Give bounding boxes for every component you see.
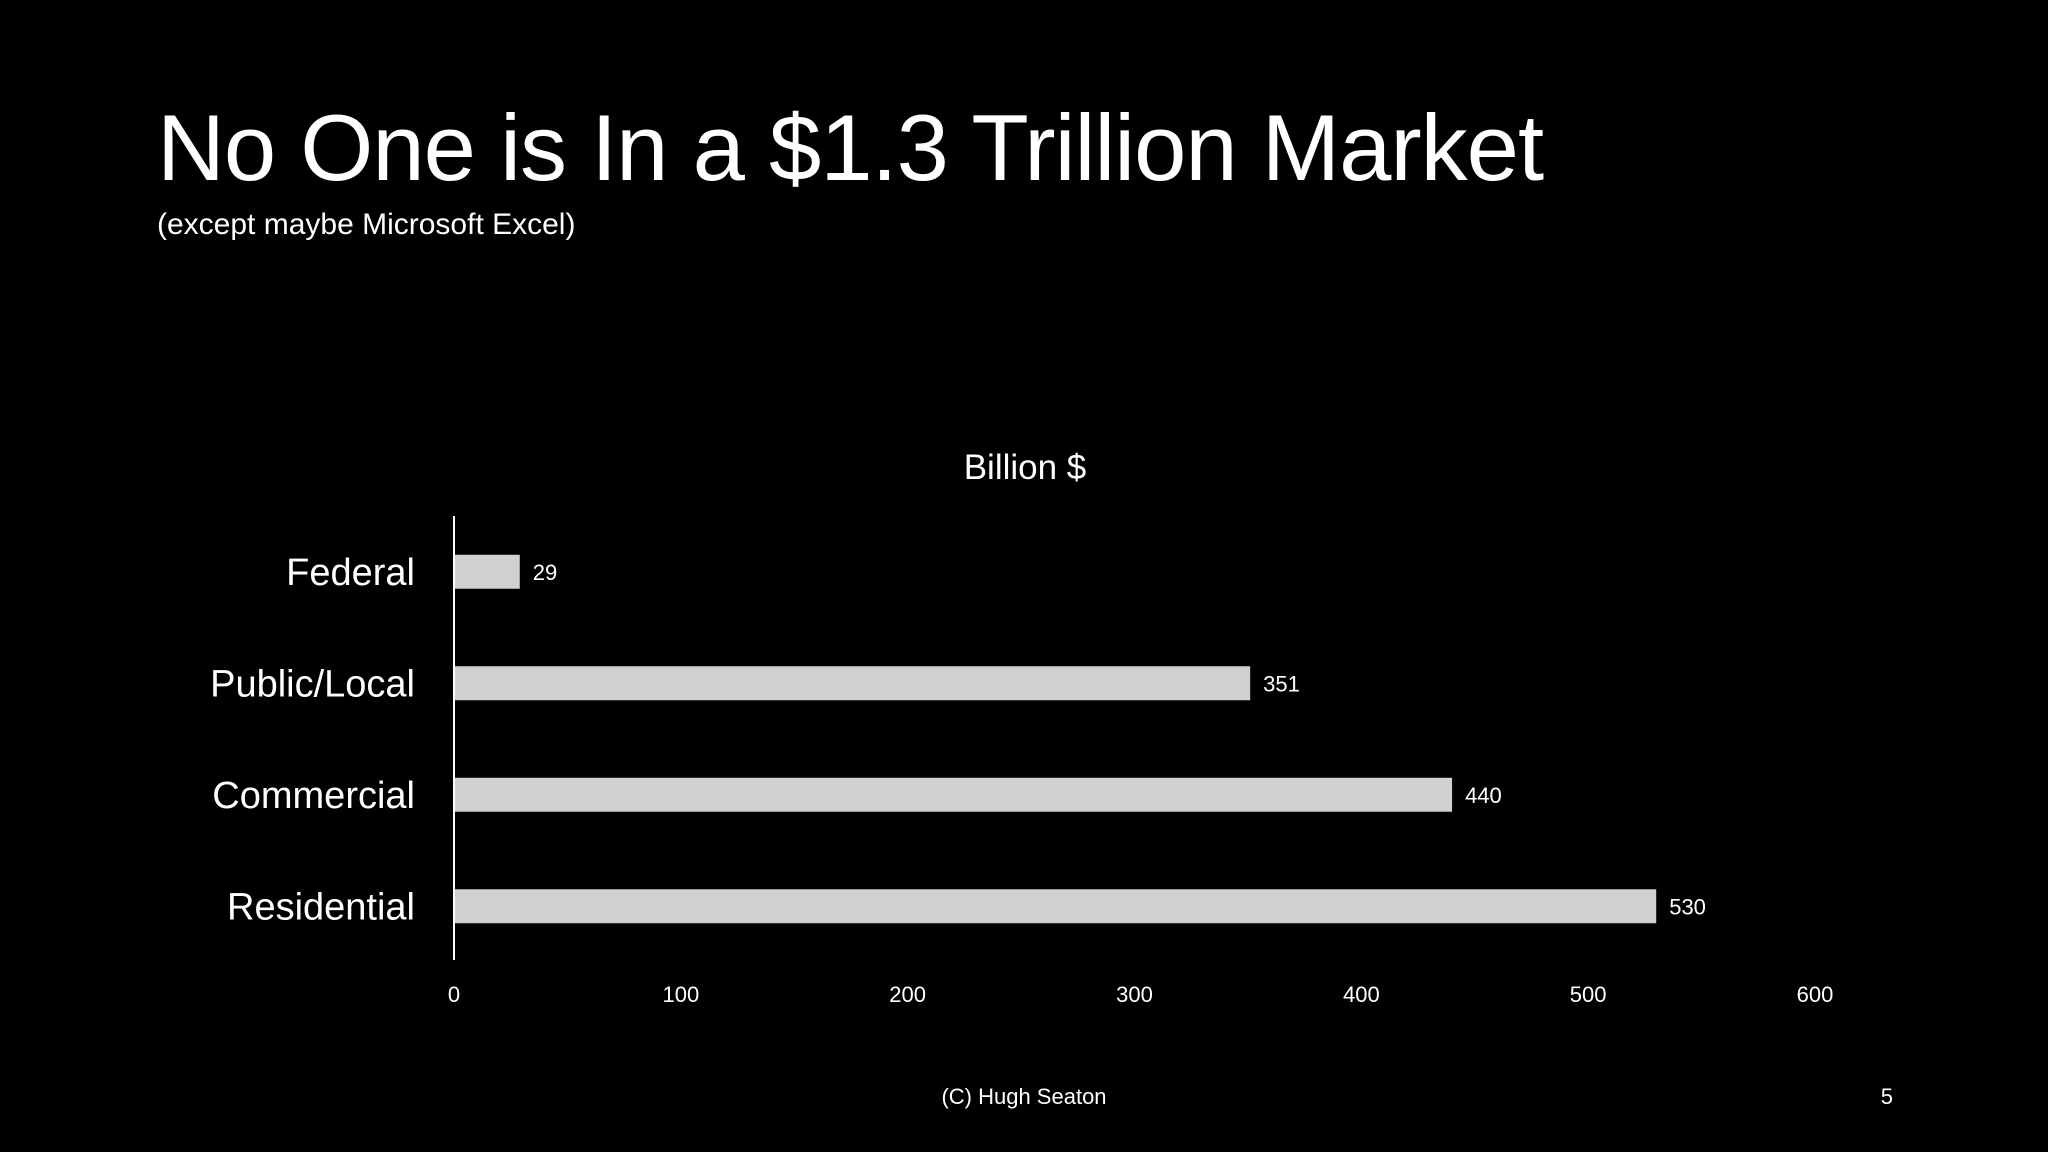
bar-residential	[454, 889, 1657, 924]
category-label-commercial: Commercial	[212, 775, 415, 817]
data-labels: 29 351 440 530	[533, 560, 1706, 920]
category-label-residential: Residential	[227, 886, 415, 928]
category-label-public-local: Public/Local	[210, 663, 415, 705]
bar-federal	[454, 554, 520, 589]
slide-subtitle: (except maybe Microsoft Excel)	[157, 208, 576, 241]
x-axis-ticks: 0 100 200 300 400 500 600	[448, 982, 1833, 1007]
category-label-federal: Federal	[286, 552, 415, 594]
data-label-commercial: 440	[1465, 783, 1502, 808]
slide-title: No One is In a $1.3 Trillion Market	[157, 95, 1544, 200]
category-labels: Federal Public/Local Commercial Residential	[210, 552, 415, 929]
chart-title: Billion $	[964, 448, 1087, 487]
bar-public-local	[454, 666, 1251, 701]
footer-credit: (C) Hugh Seaton	[941, 1084, 1107, 1109]
x-tick-label: 300	[1116, 982, 1153, 1007]
bars-layer	[454, 554, 1657, 924]
x-tick-label: 200	[889, 982, 926, 1007]
x-tick-label: 400	[1343, 982, 1380, 1007]
data-label-federal: 29	[533, 560, 557, 585]
x-tick-label: 600	[1797, 982, 1834, 1007]
x-tick-label: 100	[662, 982, 699, 1007]
bar-commercial	[454, 777, 1453, 812]
data-label-public-local: 351	[1263, 671, 1300, 696]
x-tick-label: 0	[448, 982, 460, 1007]
data-label-residential: 530	[1669, 894, 1706, 919]
x-tick-label: 500	[1570, 982, 1607, 1007]
slide-number: 5	[1880, 1084, 1893, 1109]
